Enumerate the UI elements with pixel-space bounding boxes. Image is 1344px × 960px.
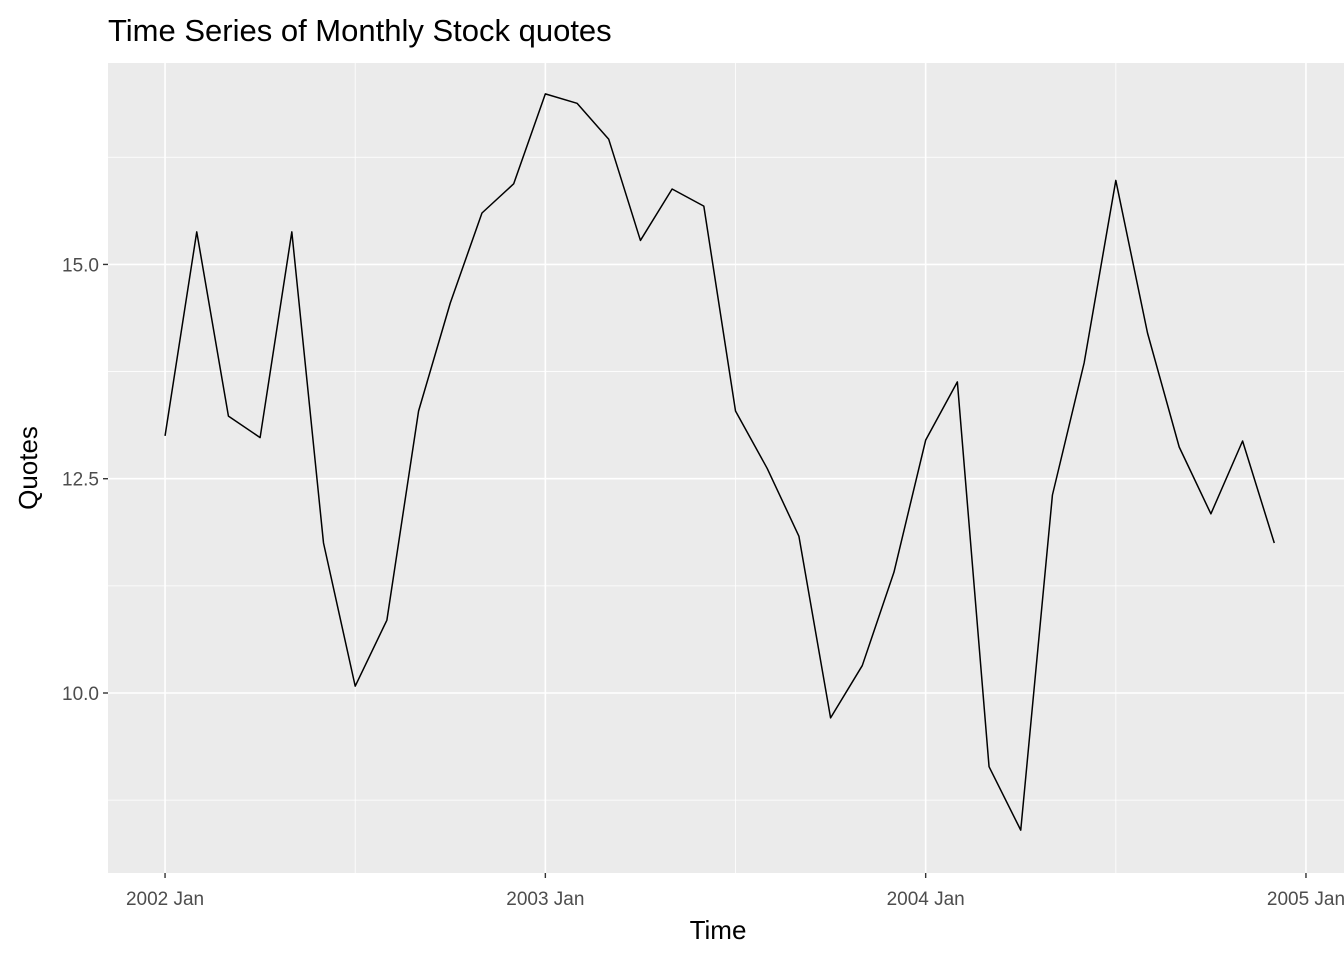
y-tick-label: 12.5 [62, 470, 99, 491]
x-axis-title: Time [690, 915, 747, 945]
x-tick-label: 2005 Jan [1267, 889, 1344, 910]
grid-lines [108, 63, 1344, 873]
chart-title: Time Series of Monthly Stock quotes [108, 13, 612, 48]
y-tick-label: 15.0 [62, 255, 99, 276]
y-axis-title: Quotes [13, 426, 43, 510]
x-tick-label: 2002 Jan [126, 889, 204, 910]
series-line [164, 93, 1275, 831]
series-layer [164, 93, 1275, 831]
x-tick-label: 2004 Jan [887, 889, 965, 910]
axes: 10.0 12.5 15.0 2002 Jan 2003 Jan 2004 Jan 2005… [62, 255, 1344, 910]
x-tick-label: 2003 Jan [506, 889, 584, 910]
plot-panel [108, 63, 1344, 873]
y-tick-label: 10.0 [62, 684, 99, 705]
